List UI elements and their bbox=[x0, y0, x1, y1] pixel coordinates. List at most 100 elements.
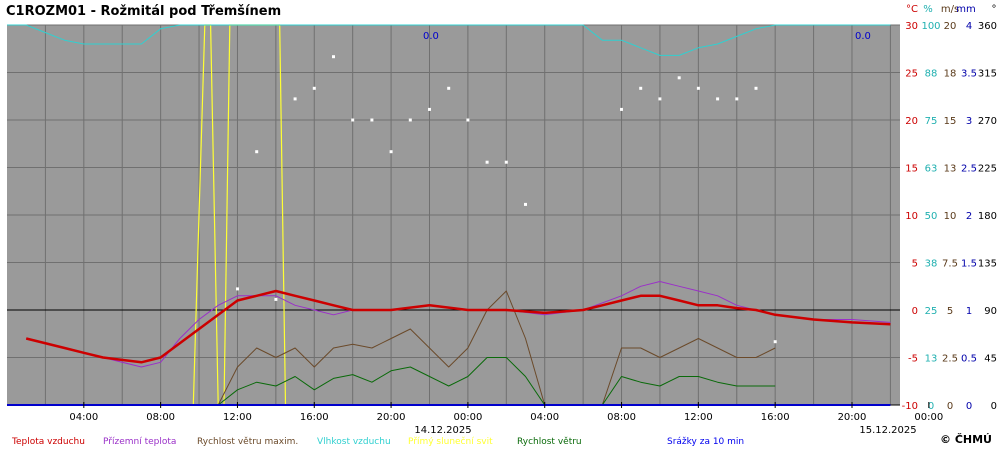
precip-annotation-2: 0.0 bbox=[855, 31, 871, 42]
wind-direction-point bbox=[485, 160, 489, 164]
x-tick-label: 04:00 bbox=[69, 412, 98, 423]
axis-tick-label: 13 bbox=[925, 354, 938, 365]
x-tick-label: 16:00 bbox=[300, 412, 329, 423]
wind-direction-point bbox=[293, 97, 297, 101]
axis-unit-label: ° bbox=[992, 4, 997, 15]
axis-tick-label: 3.5 bbox=[961, 69, 977, 80]
axis-tick-label: 0 bbox=[912, 306, 918, 317]
wind-direction-point bbox=[716, 97, 720, 101]
axis-tick-label: -10 bbox=[902, 401, 918, 412]
legend-item: Přízemní teplota bbox=[103, 437, 176, 447]
x-tick-label: 00:00 bbox=[914, 412, 943, 423]
axis-tick-label: 0.5 bbox=[961, 354, 977, 365]
wind-direction-point bbox=[351, 118, 355, 122]
axis-tick-label: 15 bbox=[905, 164, 918, 175]
wind-direction-point bbox=[408, 118, 412, 122]
wind-direction-point bbox=[466, 118, 470, 122]
wind-direction-point bbox=[696, 86, 700, 90]
legend-item: Rychlost větru maxim. bbox=[197, 437, 298, 447]
wind-direction-point bbox=[428, 107, 431, 111]
axis-tick-label: 0 bbox=[928, 401, 934, 412]
wind-direction-point bbox=[236, 287, 239, 291]
axis-unit-label: °C bbox=[906, 4, 918, 15]
legend-item: Směr větru bbox=[602, 437, 652, 447]
x-tick-label: 08:00 bbox=[146, 412, 175, 423]
axis-tick-label: 2 bbox=[966, 211, 972, 222]
date-label-1: 14.12.2025 bbox=[414, 425, 471, 436]
wind-direction-point bbox=[754, 86, 758, 90]
axis-tick-label: 270 bbox=[978, 116, 997, 127]
axis-tick-label: 90 bbox=[984, 306, 997, 317]
x-tick-label: 16:00 bbox=[761, 412, 790, 423]
legend-item: Teplota vzduchu bbox=[11, 437, 85, 447]
wind-direction-point bbox=[620, 107, 623, 111]
x-tick-label: 12:00 bbox=[684, 412, 713, 423]
wind-direction-point bbox=[677, 76, 681, 80]
axis-unit-label: m/s bbox=[941, 4, 959, 15]
legend-item: Rychlost větru bbox=[517, 437, 582, 447]
axis-tick-label: 50 bbox=[925, 211, 938, 222]
axis-tick-label: 88 bbox=[925, 69, 938, 80]
wind-direction-point bbox=[370, 118, 374, 122]
wind-direction-point bbox=[255, 150, 259, 154]
axis-tick-label: 1.5 bbox=[961, 259, 977, 270]
x-tick-label: 00:00 bbox=[453, 412, 482, 423]
axis-tick-label: 0 bbox=[966, 401, 972, 412]
axis-tick-label: 315 bbox=[978, 69, 997, 80]
axis-tick-label: 63 bbox=[925, 164, 938, 175]
legend-item: Srážky za 10 min bbox=[667, 437, 744, 447]
wind-direction-point bbox=[524, 202, 527, 206]
axis-tick-label: 225 bbox=[978, 164, 997, 175]
axis-tick-label: 7.5 bbox=[942, 259, 958, 270]
x-tick-label: 20:00 bbox=[838, 412, 867, 423]
axis-tick-label: 13 bbox=[944, 164, 957, 175]
axis-tick-label: 20 bbox=[944, 21, 957, 32]
x-tick-label: 04:00 bbox=[530, 412, 559, 423]
axis-tick-label: 18 bbox=[944, 69, 957, 80]
axis-tick-label: 2.5 bbox=[942, 354, 958, 365]
axis-tick-label: 0 bbox=[947, 401, 953, 412]
axis-tick-label: -5 bbox=[908, 354, 918, 365]
axis-tick-label: 45 bbox=[984, 354, 997, 365]
axis-tick-label: 5 bbox=[912, 259, 918, 270]
axis-tick-label: 2.5 bbox=[961, 164, 977, 175]
x-tick-label: 08:00 bbox=[607, 412, 636, 423]
precip-annotation-1: 0.0 bbox=[423, 31, 439, 42]
axis-tick-label: 360 bbox=[978, 21, 997, 32]
axis-tick-label: 0 bbox=[991, 401, 997, 412]
chart-title: C1ROZM01 - Rožmitál pod Třemšínem bbox=[6, 4, 281, 19]
axis-tick-label: 10 bbox=[944, 211, 957, 222]
legend-item: Přímý sluneční svit bbox=[408, 436, 493, 447]
wind-direction-point bbox=[447, 86, 451, 90]
axis-tick-label: 3 bbox=[966, 116, 972, 127]
axis-tick-label: 75 bbox=[925, 116, 938, 127]
axis-tick-label: 135 bbox=[978, 259, 997, 270]
axis-unit-label: % bbox=[923, 4, 933, 15]
series-line-teplota-vzduchu bbox=[25, 289, 891, 364]
wind-direction-point bbox=[312, 86, 316, 90]
axis-tick-label: 38 bbox=[925, 259, 938, 270]
axis-tick-label: 10 bbox=[905, 211, 918, 222]
copyright-label: © ČHMÚ bbox=[940, 433, 992, 446]
axis-tick-label: 5 bbox=[947, 306, 953, 317]
legend-item: Vlhkost vzduchu bbox=[317, 437, 391, 447]
axis-tick-label: 25 bbox=[925, 306, 938, 317]
series-line-rychlost-v-tru bbox=[217, 357, 776, 406]
wind-direction-point bbox=[773, 340, 777, 344]
x-tick-label: 20:00 bbox=[377, 412, 406, 423]
axis-tick-label: 30 bbox=[905, 21, 918, 32]
wind-direction-point bbox=[735, 97, 739, 101]
wind-direction-point bbox=[332, 55, 335, 59]
axis-tick-label: 1 bbox=[966, 306, 972, 317]
axis-tick-label: 25 bbox=[905, 69, 918, 80]
wind-direction-point bbox=[658, 97, 662, 101]
wind-direction-point bbox=[504, 160, 508, 164]
axis-tick-label: 20 bbox=[905, 116, 918, 127]
axis-tick-label: 4 bbox=[966, 21, 972, 32]
wind-direction-point bbox=[274, 297, 278, 301]
date-label-2: 15.12.2025 bbox=[859, 425, 916, 436]
series-line-vlhkost-vzduchu bbox=[7, 24, 891, 56]
axis-tick-label: 180 bbox=[978, 211, 997, 222]
wind-direction-point bbox=[389, 150, 393, 154]
